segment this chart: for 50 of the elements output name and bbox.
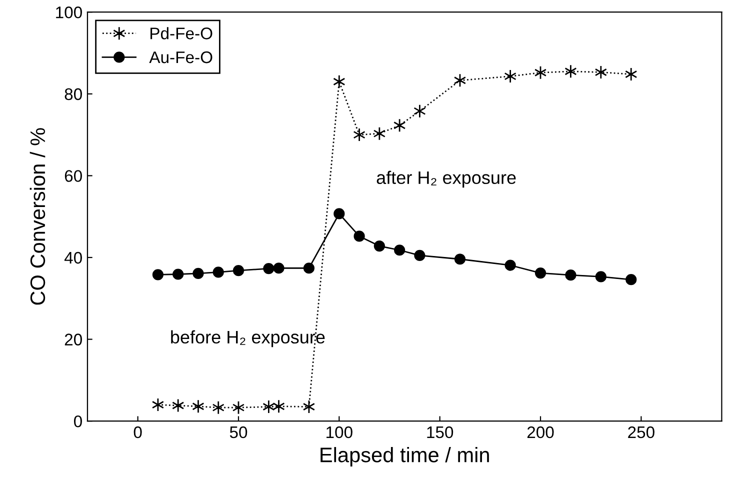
x-tick-label: 150 (427, 426, 454, 438)
point (212, 266, 224, 278)
point (564, 64, 577, 78)
y-tick-label: 40 (64, 252, 82, 264)
point (354, 230, 365, 242)
x-axis-title: Elapsed time / min (320, 447, 489, 466)
point (333, 74, 346, 89)
annotation: before H₂ exposure (171, 330, 325, 348)
y-tick-label: 80 (64, 88, 82, 100)
y-tick-label: 100 (56, 6, 82, 18)
x-tick-label: 0 (134, 426, 142, 438)
point (353, 128, 366, 142)
point (192, 399, 204, 414)
point (454, 254, 466, 265)
point (273, 262, 284, 274)
point (504, 260, 516, 271)
point (595, 271, 606, 282)
y-tick-label: 60 (64, 170, 82, 182)
legend-label: Pd-Fe-O (150, 27, 212, 40)
point (212, 400, 224, 415)
point (394, 244, 406, 256)
point (393, 118, 406, 132)
y-tick-label: 0 (74, 415, 82, 428)
point (232, 265, 244, 276)
x-tick-label: 50 (230, 426, 248, 438)
point (192, 268, 204, 279)
point (263, 262, 274, 274)
point (565, 270, 576, 281)
point (172, 398, 184, 412)
point (414, 250, 426, 261)
y-tick-label: 20 (64, 334, 82, 346)
point (172, 268, 184, 280)
point (534, 267, 546, 279)
point (373, 126, 386, 141)
point (303, 262, 315, 274)
point (625, 67, 638, 82)
annotation: after H₂ exposure (376, 170, 516, 188)
point (334, 208, 345, 220)
x-tick-label: 100 (326, 426, 352, 438)
x-tick-label: 250 (628, 426, 654, 438)
point (504, 69, 516, 84)
point (414, 104, 426, 118)
legend-label: Au-Fe-O (149, 51, 212, 64)
point (626, 274, 637, 286)
point (374, 240, 385, 252)
y-axis-title: CO Conversion / % (30, 128, 46, 305)
x-tick-label: 200 (527, 426, 554, 438)
point (594, 65, 608, 80)
point (152, 269, 164, 280)
point (272, 399, 285, 414)
